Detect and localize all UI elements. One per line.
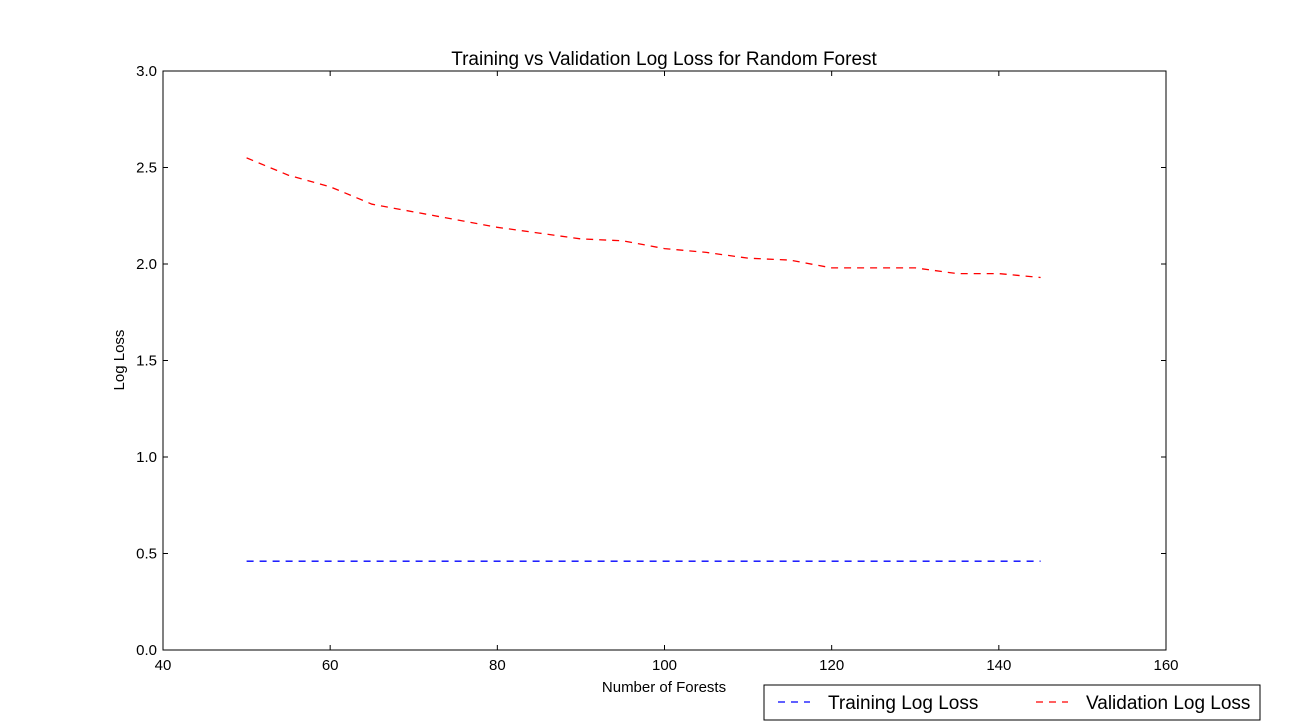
legend-frame: [763, 684, 1261, 721]
y-tick-label: 2.0: [136, 256, 157, 273]
plot-area-frame: [162, 70, 1167, 651]
legend-label-training: Training Log Loss: [828, 693, 978, 714]
series-layer: [246, 157, 1041, 562]
x-tick-label: 140: [986, 657, 1011, 674]
x-tick-label: 60: [322, 657, 339, 674]
chart-title: Training vs Validation Log Loss for Rand…: [451, 49, 877, 70]
x-tick-label: 80: [489, 657, 506, 674]
x-tick-label: 160: [1153, 657, 1178, 674]
y-tick-label: 1.0: [136, 449, 157, 466]
y-tick-label: 2.5: [136, 160, 157, 177]
legend: Training Log Loss Validation Log Loss: [763, 684, 1261, 721]
series-line-validation-log-loss: [246, 157, 1041, 279]
x-tick-label: 40: [155, 657, 172, 674]
legend-label-validation: Validation Log Loss: [1086, 693, 1250, 714]
x-axis-label: Number of Forests: [602, 679, 726, 696]
y-tick-label: 0.0: [136, 642, 157, 659]
x-tick-label: 120: [819, 657, 844, 674]
y-tick-label: 0.5: [136, 546, 157, 563]
y-tick-label: 1.5: [136, 353, 157, 370]
y-axis-label: Log Loss: [111, 330, 128, 391]
x-tick-label: 100: [652, 657, 677, 674]
y-tick-label: 3.0: [136, 63, 157, 80]
ticks-layer: 40 60 80 100 120 140 160 0.0 0.5 1.0 1.5 2.0 2.5 3.0: [136, 63, 1178, 674]
